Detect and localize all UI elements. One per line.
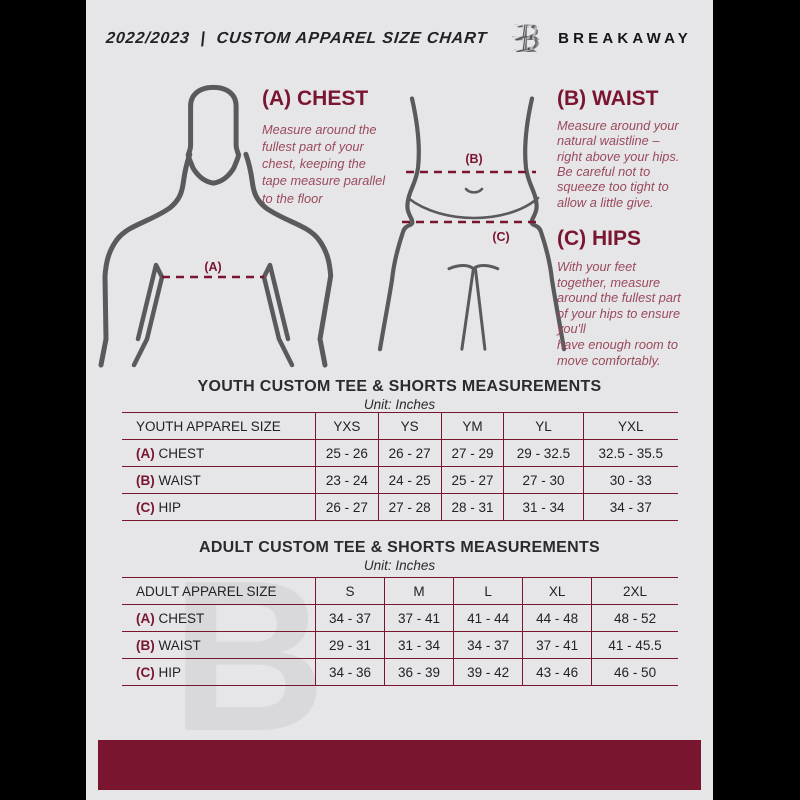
- svg-text:(B): (B): [465, 152, 482, 166]
- svg-text:(C): (C): [492, 230, 509, 244]
- svg-text:(A): (A): [204, 260, 221, 274]
